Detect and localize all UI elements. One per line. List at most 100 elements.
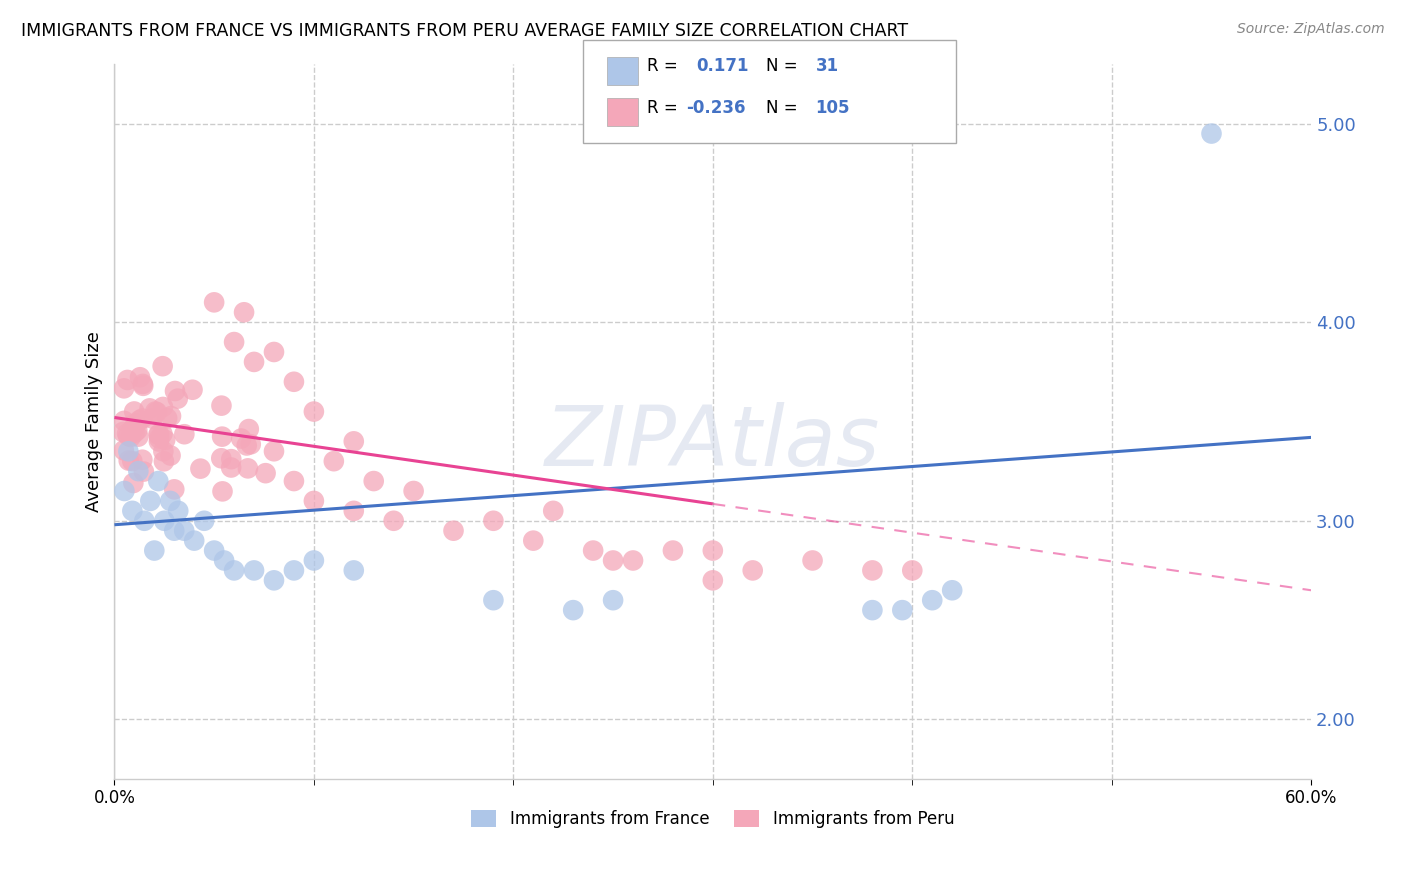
- Point: [302, 553, 325, 567]
- Point: [166, 392, 188, 406]
- Text: 105: 105: [815, 99, 851, 117]
- Point: [860, 563, 883, 577]
- Point: [741, 563, 763, 577]
- Point: [283, 375, 305, 389]
- Point: [127, 430, 149, 444]
- Point: [128, 413, 150, 427]
- Y-axis label: Average Family Size: Average Family Size: [86, 331, 103, 512]
- Point: [118, 453, 141, 467]
- Point: [153, 454, 176, 468]
- Point: [132, 376, 155, 391]
- Point: [921, 593, 943, 607]
- Text: R =: R =: [647, 57, 678, 75]
- Point: [190, 461, 212, 475]
- Point: [146, 405, 169, 419]
- Point: [148, 427, 170, 442]
- Point: [941, 583, 963, 598]
- Point: [173, 524, 195, 538]
- Point: [193, 514, 215, 528]
- Point: [482, 593, 505, 607]
- Point: [143, 543, 166, 558]
- Point: [167, 504, 190, 518]
- Point: [156, 411, 179, 425]
- Point: [263, 444, 285, 458]
- Point: [238, 422, 260, 436]
- Point: [120, 430, 142, 444]
- Point: [522, 533, 544, 548]
- Point: [141, 411, 163, 425]
- Point: [243, 563, 266, 577]
- Point: [127, 423, 149, 437]
- Point: [115, 426, 138, 441]
- Point: [202, 295, 225, 310]
- Point: [443, 524, 465, 538]
- Point: [122, 475, 145, 490]
- Point: [302, 494, 325, 508]
- Point: [112, 381, 135, 395]
- Point: [121, 423, 143, 437]
- Point: [231, 432, 253, 446]
- Point: [212, 553, 235, 567]
- Point: [243, 355, 266, 369]
- Point: [121, 504, 143, 518]
- Point: [235, 438, 257, 452]
- Point: [283, 474, 305, 488]
- Point: [222, 563, 245, 577]
- Point: [1201, 127, 1223, 141]
- Point: [382, 514, 405, 528]
- Point: [152, 444, 174, 458]
- Point: [159, 494, 181, 508]
- Point: [127, 464, 149, 478]
- Point: [702, 543, 724, 558]
- Point: [152, 400, 174, 414]
- Text: -0.236: -0.236: [686, 99, 745, 117]
- Point: [117, 444, 139, 458]
- Point: [155, 433, 177, 447]
- Text: 0.171: 0.171: [696, 57, 748, 75]
- Point: [112, 483, 135, 498]
- Point: [263, 574, 285, 588]
- Point: [124, 417, 146, 431]
- Point: [132, 379, 155, 393]
- Point: [153, 514, 176, 528]
- Point: [221, 452, 243, 467]
- Text: N =: N =: [766, 99, 797, 117]
- Point: [263, 345, 285, 359]
- Point: [891, 603, 914, 617]
- Legend: Immigrants from France, Immigrants from Peru: Immigrants from France, Immigrants from …: [465, 804, 960, 835]
- Point: [124, 425, 146, 440]
- Point: [202, 543, 225, 558]
- Point: [482, 514, 505, 528]
- Point: [211, 484, 233, 499]
- Text: N =: N =: [766, 57, 797, 75]
- Point: [117, 429, 139, 443]
- Point: [562, 603, 585, 617]
- Point: [211, 399, 233, 413]
- Point: [148, 432, 170, 446]
- Point: [183, 533, 205, 548]
- Point: [117, 373, 139, 387]
- Point: [111, 425, 134, 439]
- Text: 31: 31: [815, 57, 838, 75]
- Point: [148, 434, 170, 449]
- Point: [602, 593, 624, 607]
- Point: [160, 409, 183, 423]
- Point: [283, 563, 305, 577]
- Point: [702, 574, 724, 588]
- Point: [122, 422, 145, 436]
- Point: [582, 543, 605, 558]
- Point: [233, 305, 256, 319]
- Point: [121, 454, 143, 468]
- Point: [148, 474, 170, 488]
- Point: [163, 524, 186, 538]
- Point: [541, 504, 564, 518]
- Point: [211, 430, 233, 444]
- Point: [860, 603, 883, 617]
- Text: IMMIGRANTS FROM FRANCE VS IMMIGRANTS FROM PERU AVERAGE FAMILY SIZE CORRELATION C: IMMIGRANTS FROM FRANCE VS IMMIGRANTS FRO…: [21, 22, 908, 40]
- Point: [112, 443, 135, 458]
- Point: [139, 494, 162, 508]
- Point: [602, 553, 624, 567]
- Point: [621, 553, 644, 567]
- Point: [302, 404, 325, 418]
- Point: [801, 553, 824, 567]
